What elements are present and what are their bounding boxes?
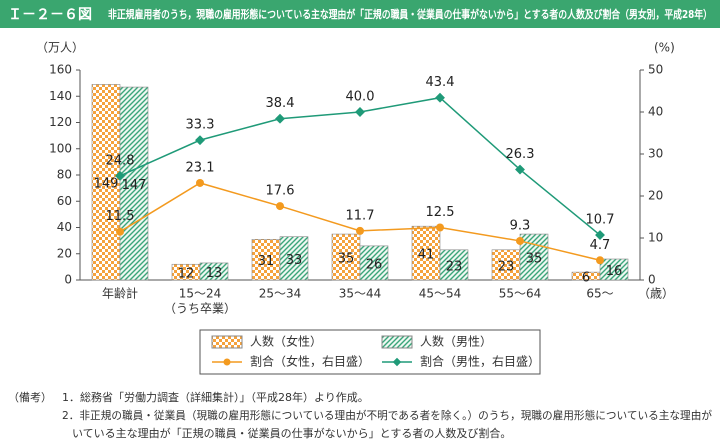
- x-axis-unit: （歳）: [638, 287, 674, 301]
- bar: [279, 236, 309, 281]
- bar-value-label: 147: [122, 178, 147, 193]
- y-tick-label: 140: [49, 89, 72, 103]
- y-tick-label: 100: [49, 141, 72, 155]
- bar: [359, 245, 389, 281]
- bar: [411, 225, 441, 281]
- legend-swatch: [381, 335, 413, 349]
- legend-box: [199, 329, 541, 375]
- legend-label: 割合（男性，右目盛）: [420, 354, 540, 369]
- line-value-label: 11.5: [106, 209, 135, 224]
- line-marker: [196, 178, 204, 187]
- bar: [491, 249, 521, 281]
- chart-title: 非正規雇用者のうち，現職の雇用形態についている主な理由が「正規の職員・従業員の仕…: [108, 7, 712, 21]
- bar: [119, 86, 149, 281]
- y-tick-label: 20: [57, 246, 72, 260]
- x-tick-label: 65～: [586, 287, 613, 301]
- note: いている主な理由が「正規の職員・従業員の仕事がないから」とする者の人数及び割合。: [72, 426, 511, 440]
- bar: [91, 84, 121, 281]
- bar: [439, 249, 469, 281]
- line-value-label: 38.4: [266, 96, 295, 111]
- bar-value-label: 41: [418, 248, 435, 263]
- note: 2．非正規の職員・従業員（現職の雇用形態についている理由が不明である者を除く。）…: [62, 408, 712, 422]
- line-marker: [595, 230, 605, 241]
- legend-swatch: [211, 335, 243, 349]
- note: 1．総務省「労働力調査（詳細集計）」（平成28年）より作成。: [62, 390, 369, 404]
- legend-marker: [223, 358, 231, 366]
- figure-number: Ｉ－２－６図: [8, 7, 92, 23]
- bar-value-label: 31: [258, 254, 275, 269]
- line-value-label: 26.3: [506, 147, 535, 162]
- x-tick-label: 25～34: [259, 287, 302, 301]
- x-tick-label: 15～24: [179, 287, 222, 301]
- bar: [599, 258, 629, 281]
- x-tick-label: 35～44: [339, 287, 382, 301]
- line-marker: [516, 236, 524, 245]
- y-tick-label: 120: [49, 115, 72, 129]
- legend-label: 割合（女性，右目盛）: [250, 354, 370, 369]
- legend-item: 人数（男性）: [381, 334, 492, 349]
- x-tick-label: 45～54: [419, 287, 462, 301]
- line-marker: [115, 170, 125, 181]
- line-marker: [116, 227, 124, 236]
- legend-item: 割合（女性，右目盛）: [212, 354, 370, 369]
- y2-tick-label: 50: [648, 63, 663, 77]
- bar-value-label: 12: [178, 267, 195, 282]
- legend-item: 人数（女性）: [211, 334, 322, 349]
- line-marker: [355, 107, 365, 117]
- y-tick-label: 80: [57, 168, 72, 182]
- bar-value-label: 149: [94, 177, 119, 192]
- line-marker: [515, 164, 525, 175]
- bar: [331, 233, 361, 281]
- bar: [199, 262, 229, 281]
- line-marker: [276, 202, 284, 211]
- y2-axis-label: (%): [654, 41, 675, 55]
- bar-value-label: 33: [286, 253, 303, 268]
- line-value-label: 9.3: [510, 218, 531, 233]
- line-value-label: 10.7: [586, 213, 615, 228]
- line-value-label: 4.7: [590, 238, 611, 253]
- bar-value-label: 26: [366, 257, 383, 272]
- bar-value-label: 23: [446, 259, 463, 274]
- y2-tick-label: 40: [648, 105, 663, 119]
- notes-label: （備考）: [8, 391, 52, 404]
- legend-marker: [392, 357, 402, 367]
- y-tick-label: 40: [57, 220, 72, 234]
- y2-tick-label: 0: [648, 273, 656, 287]
- y-axis-label: （万人）: [36, 41, 84, 55]
- line-marker: [275, 113, 285, 124]
- line-value-label: 12.5: [426, 205, 455, 220]
- line-value-label: 11.7: [346, 208, 375, 223]
- line-marker: [195, 135, 205, 146]
- bar-value-label: 35: [338, 252, 355, 267]
- bar-value-label: 6: [582, 271, 590, 286]
- line-value-label: 33.3: [186, 118, 215, 133]
- line-value-label: 40.0: [346, 90, 375, 105]
- line-value-label: 17.6: [266, 184, 295, 199]
- y2-tick-label: 10: [648, 231, 663, 245]
- bar-value-label: 16: [606, 264, 623, 279]
- line-value-label: 43.4: [426, 75, 455, 90]
- bar: [251, 239, 281, 281]
- y2-tick-label: 20: [648, 189, 663, 203]
- line-marker: [596, 256, 604, 265]
- legend-label: 人数（男性）: [420, 334, 492, 349]
- line-marker: [436, 223, 444, 232]
- title-bar: [0, 0, 720, 28]
- bar-value-label: 13: [206, 266, 223, 281]
- x-tick-label: 年齢計: [102, 286, 138, 301]
- y-tick-label: 0: [64, 273, 72, 287]
- line-value-label: 23.1: [186, 160, 215, 175]
- y-tick-label: 160: [49, 63, 72, 77]
- x-tick-label: 55～64: [499, 287, 542, 301]
- legend-item: 割合（男性，右目盛）: [382, 354, 540, 369]
- line-marker: [356, 226, 364, 235]
- x-tick-sublabel: （うち卒業）: [164, 302, 236, 316]
- bar-value-label: 35: [526, 252, 543, 267]
- line-value-label: 24.8: [106, 153, 135, 168]
- y-tick-label: 60: [57, 194, 72, 208]
- bar-value-label: 23: [498, 259, 515, 274]
- legend-label: 人数（女性）: [250, 334, 322, 349]
- y2-tick-label: 30: [648, 147, 663, 161]
